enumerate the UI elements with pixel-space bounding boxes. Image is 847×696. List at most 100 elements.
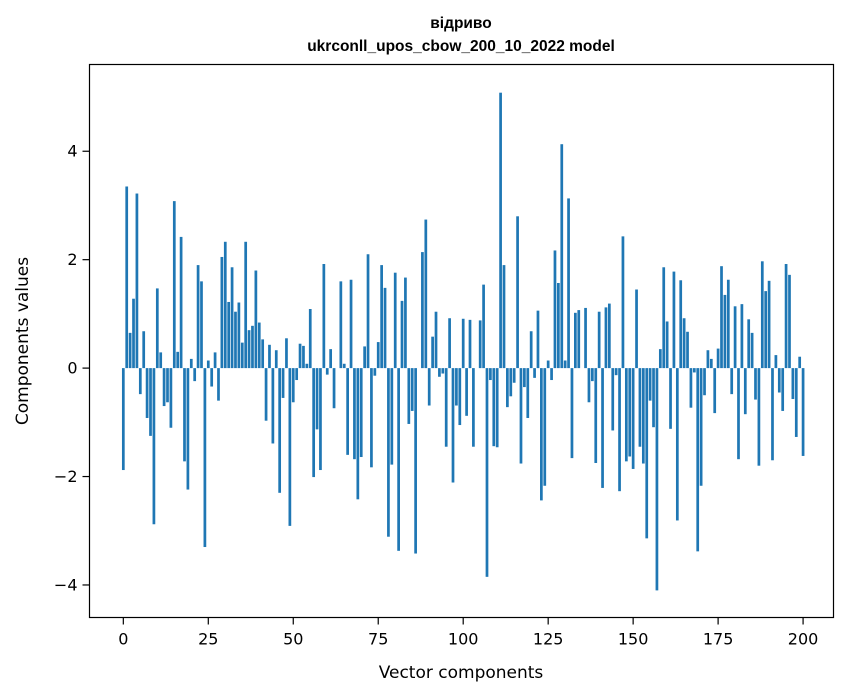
bar-68 bbox=[353, 368, 356, 460]
bar-150 bbox=[631, 368, 635, 469]
bar-159 bbox=[662, 267, 666, 369]
bar-72 bbox=[366, 254, 370, 369]
bar-106 bbox=[482, 284, 485, 369]
bar-91 bbox=[431, 336, 434, 369]
bar-28 bbox=[217, 368, 220, 401]
bar-61 bbox=[329, 349, 333, 369]
bar-143 bbox=[607, 303, 611, 369]
bar-51 bbox=[295, 368, 299, 381]
bar-33 bbox=[234, 311, 237, 369]
bar-48 bbox=[285, 338, 288, 369]
bar-79 bbox=[390, 368, 394, 465]
bar-22 bbox=[196, 265, 200, 369]
bar-62 bbox=[332, 368, 336, 409]
bar-44 bbox=[271, 368, 275, 444]
bar-84 bbox=[407, 368, 411, 424]
bar-80 bbox=[393, 272, 397, 369]
bar-111 bbox=[499, 92, 502, 369]
bar-153 bbox=[641, 368, 645, 464]
bar-116 bbox=[516, 216, 519, 369]
bar-2 bbox=[128, 332, 132, 369]
x-tick-label: 125 bbox=[533, 630, 564, 649]
bar-73 bbox=[370, 368, 373, 468]
y-tick-label: 4 bbox=[67, 142, 77, 161]
bar-102 bbox=[468, 319, 472, 369]
bar-152 bbox=[638, 368, 642, 447]
bar-5 bbox=[138, 368, 142, 395]
bar-121 bbox=[533, 368, 536, 378]
bar-124 bbox=[543, 368, 547, 486]
bar-15 bbox=[172, 201, 176, 369]
bar-170 bbox=[699, 368, 703, 486]
bar-23 bbox=[200, 281, 203, 369]
bar-126 bbox=[550, 368, 553, 381]
bar-67 bbox=[349, 279, 353, 369]
bar-31 bbox=[227, 301, 231, 369]
bar-47 bbox=[281, 368, 285, 398]
bar-130 bbox=[563, 360, 567, 369]
bar-13 bbox=[166, 368, 169, 403]
bar-53 bbox=[302, 345, 305, 369]
bar-181 bbox=[737, 368, 740, 460]
bar-11 bbox=[159, 352, 163, 369]
bar-146 bbox=[618, 368, 621, 492]
bar-76 bbox=[380, 265, 383, 369]
bar-117 bbox=[519, 368, 523, 464]
bar-82 bbox=[400, 300, 404, 369]
bar-18 bbox=[183, 368, 186, 462]
bar-133 bbox=[574, 312, 577, 369]
bar-93 bbox=[438, 368, 441, 377]
bar-99 bbox=[458, 368, 462, 426]
bar-89 bbox=[424, 219, 428, 369]
bar-21 bbox=[193, 368, 197, 382]
bar-17 bbox=[179, 236, 183, 369]
bar-103 bbox=[472, 368, 475, 447]
bar-70 bbox=[359, 368, 363, 458]
bar-178 bbox=[726, 279, 730, 369]
bar-30 bbox=[223, 241, 227, 369]
plot-frame bbox=[88, 63, 835, 619]
bar-4 bbox=[135, 193, 139, 369]
bars-group bbox=[121, 92, 805, 591]
bar-142 bbox=[604, 307, 608, 369]
bar-110 bbox=[495, 368, 499, 448]
bar-92 bbox=[434, 311, 438, 369]
bar-147 bbox=[621, 236, 625, 369]
bar-85 bbox=[410, 368, 414, 411]
bar-156 bbox=[652, 368, 655, 428]
bar-50 bbox=[291, 368, 295, 403]
bar-43 bbox=[268, 344, 271, 369]
bar-114 bbox=[509, 368, 513, 397]
bar-88 bbox=[421, 252, 424, 369]
y-tick-label: −2 bbox=[54, 467, 78, 486]
bar-191 bbox=[771, 368, 774, 461]
bar-192 bbox=[774, 355, 778, 369]
bar-39 bbox=[254, 270, 258, 369]
bar-180 bbox=[733, 306, 737, 369]
bar-56 bbox=[312, 368, 316, 478]
x-tick-label: 75 bbox=[368, 630, 388, 649]
bar-127 bbox=[553, 250, 557, 369]
bar-185 bbox=[750, 332, 754, 369]
bar-109 bbox=[492, 368, 496, 447]
x-tick-label: 100 bbox=[448, 630, 479, 649]
bar-46 bbox=[278, 368, 282, 493]
x-tick-label: 150 bbox=[618, 630, 649, 649]
bar-141 bbox=[601, 368, 604, 488]
bar-195 bbox=[784, 264, 788, 369]
chart-subtitle: ukrconll_upos_cbow_200_10_2022 model bbox=[307, 38, 615, 55]
bar-94 bbox=[441, 368, 445, 374]
bar-41 bbox=[261, 339, 265, 369]
bar-173 bbox=[709, 358, 713, 369]
bar-157 bbox=[655, 368, 659, 591]
bar-25 bbox=[206, 360, 210, 369]
bar-196 bbox=[788, 274, 791, 369]
bar-83 bbox=[404, 277, 407, 369]
bar-186 bbox=[754, 368, 757, 400]
bar-96 bbox=[448, 318, 451, 369]
bar-98 bbox=[455, 368, 458, 406]
bar-155 bbox=[648, 368, 652, 401]
bar-193 bbox=[777, 368, 781, 393]
bar-171 bbox=[703, 368, 706, 396]
bar-49 bbox=[288, 368, 292, 526]
